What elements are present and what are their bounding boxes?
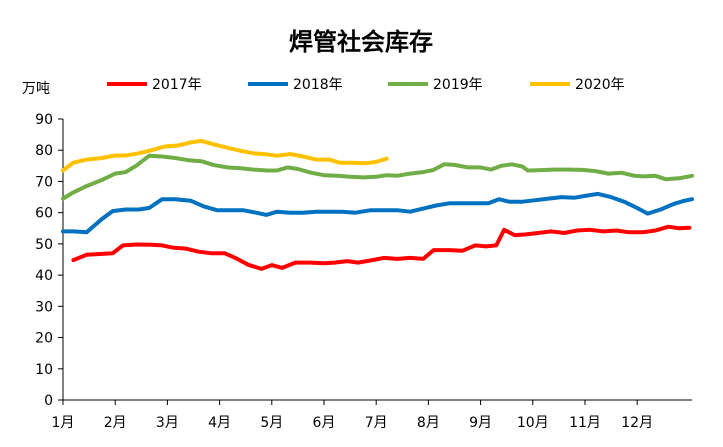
x-tick-label: 8月	[417, 415, 440, 431]
x-tick-label: 2月	[104, 415, 127, 431]
series-line-2	[61, 191, 694, 235]
legend-label: 2020年	[575, 77, 625, 93]
x-tick-label: 7月	[365, 415, 388, 431]
chart-title: 焊管社会库存	[289, 28, 433, 56]
y-tick-label: 20	[35, 331, 53, 347]
x-axis: 1月 2月 3月 4月 5月 6月 7月 8月 9月 10月 11月 12月	[52, 399, 692, 431]
y-axis-unit-label: 万吨	[22, 81, 50, 97]
legend: 2017年 2018年 2019年 2020年	[107, 77, 625, 93]
x-tick-label: 6月	[313, 415, 336, 431]
x-tick-label: 1月	[52, 415, 75, 431]
x-tick-label: 11月	[569, 415, 601, 431]
x-tick-label: 10月	[517, 415, 549, 431]
x-tick-label: 12月	[621, 415, 653, 431]
y-tick-label: 0	[44, 393, 53, 409]
series-line-4	[61, 138, 389, 173]
series-layer	[61, 138, 694, 271]
legend-label: 2018年	[293, 77, 343, 93]
y-tick-label: 80	[35, 143, 53, 159]
x-tick-label: 5月	[260, 415, 283, 431]
legend-label: 2019年	[433, 77, 483, 93]
series-line-1	[71, 224, 692, 271]
series-line-3	[61, 153, 694, 201]
y-tick-label: 50	[35, 237, 53, 253]
y-tick-label: 30	[35, 299, 53, 315]
x-tick-label: 3月	[156, 415, 179, 431]
y-tick-label: 40	[35, 268, 53, 284]
y-tick-label: 10	[35, 362, 53, 378]
legend-label: 2017年	[152, 77, 202, 93]
y-tick-label: 60	[35, 206, 53, 222]
x-tick-label: 9月	[469, 415, 492, 431]
y-axis: 0 10 20 30 40 50 60 70 80 90	[35, 112, 64, 409]
y-tick-label: 70	[35, 174, 53, 190]
y-tick-label: 90	[35, 112, 53, 128]
x-tick-label: 4月	[208, 415, 231, 431]
